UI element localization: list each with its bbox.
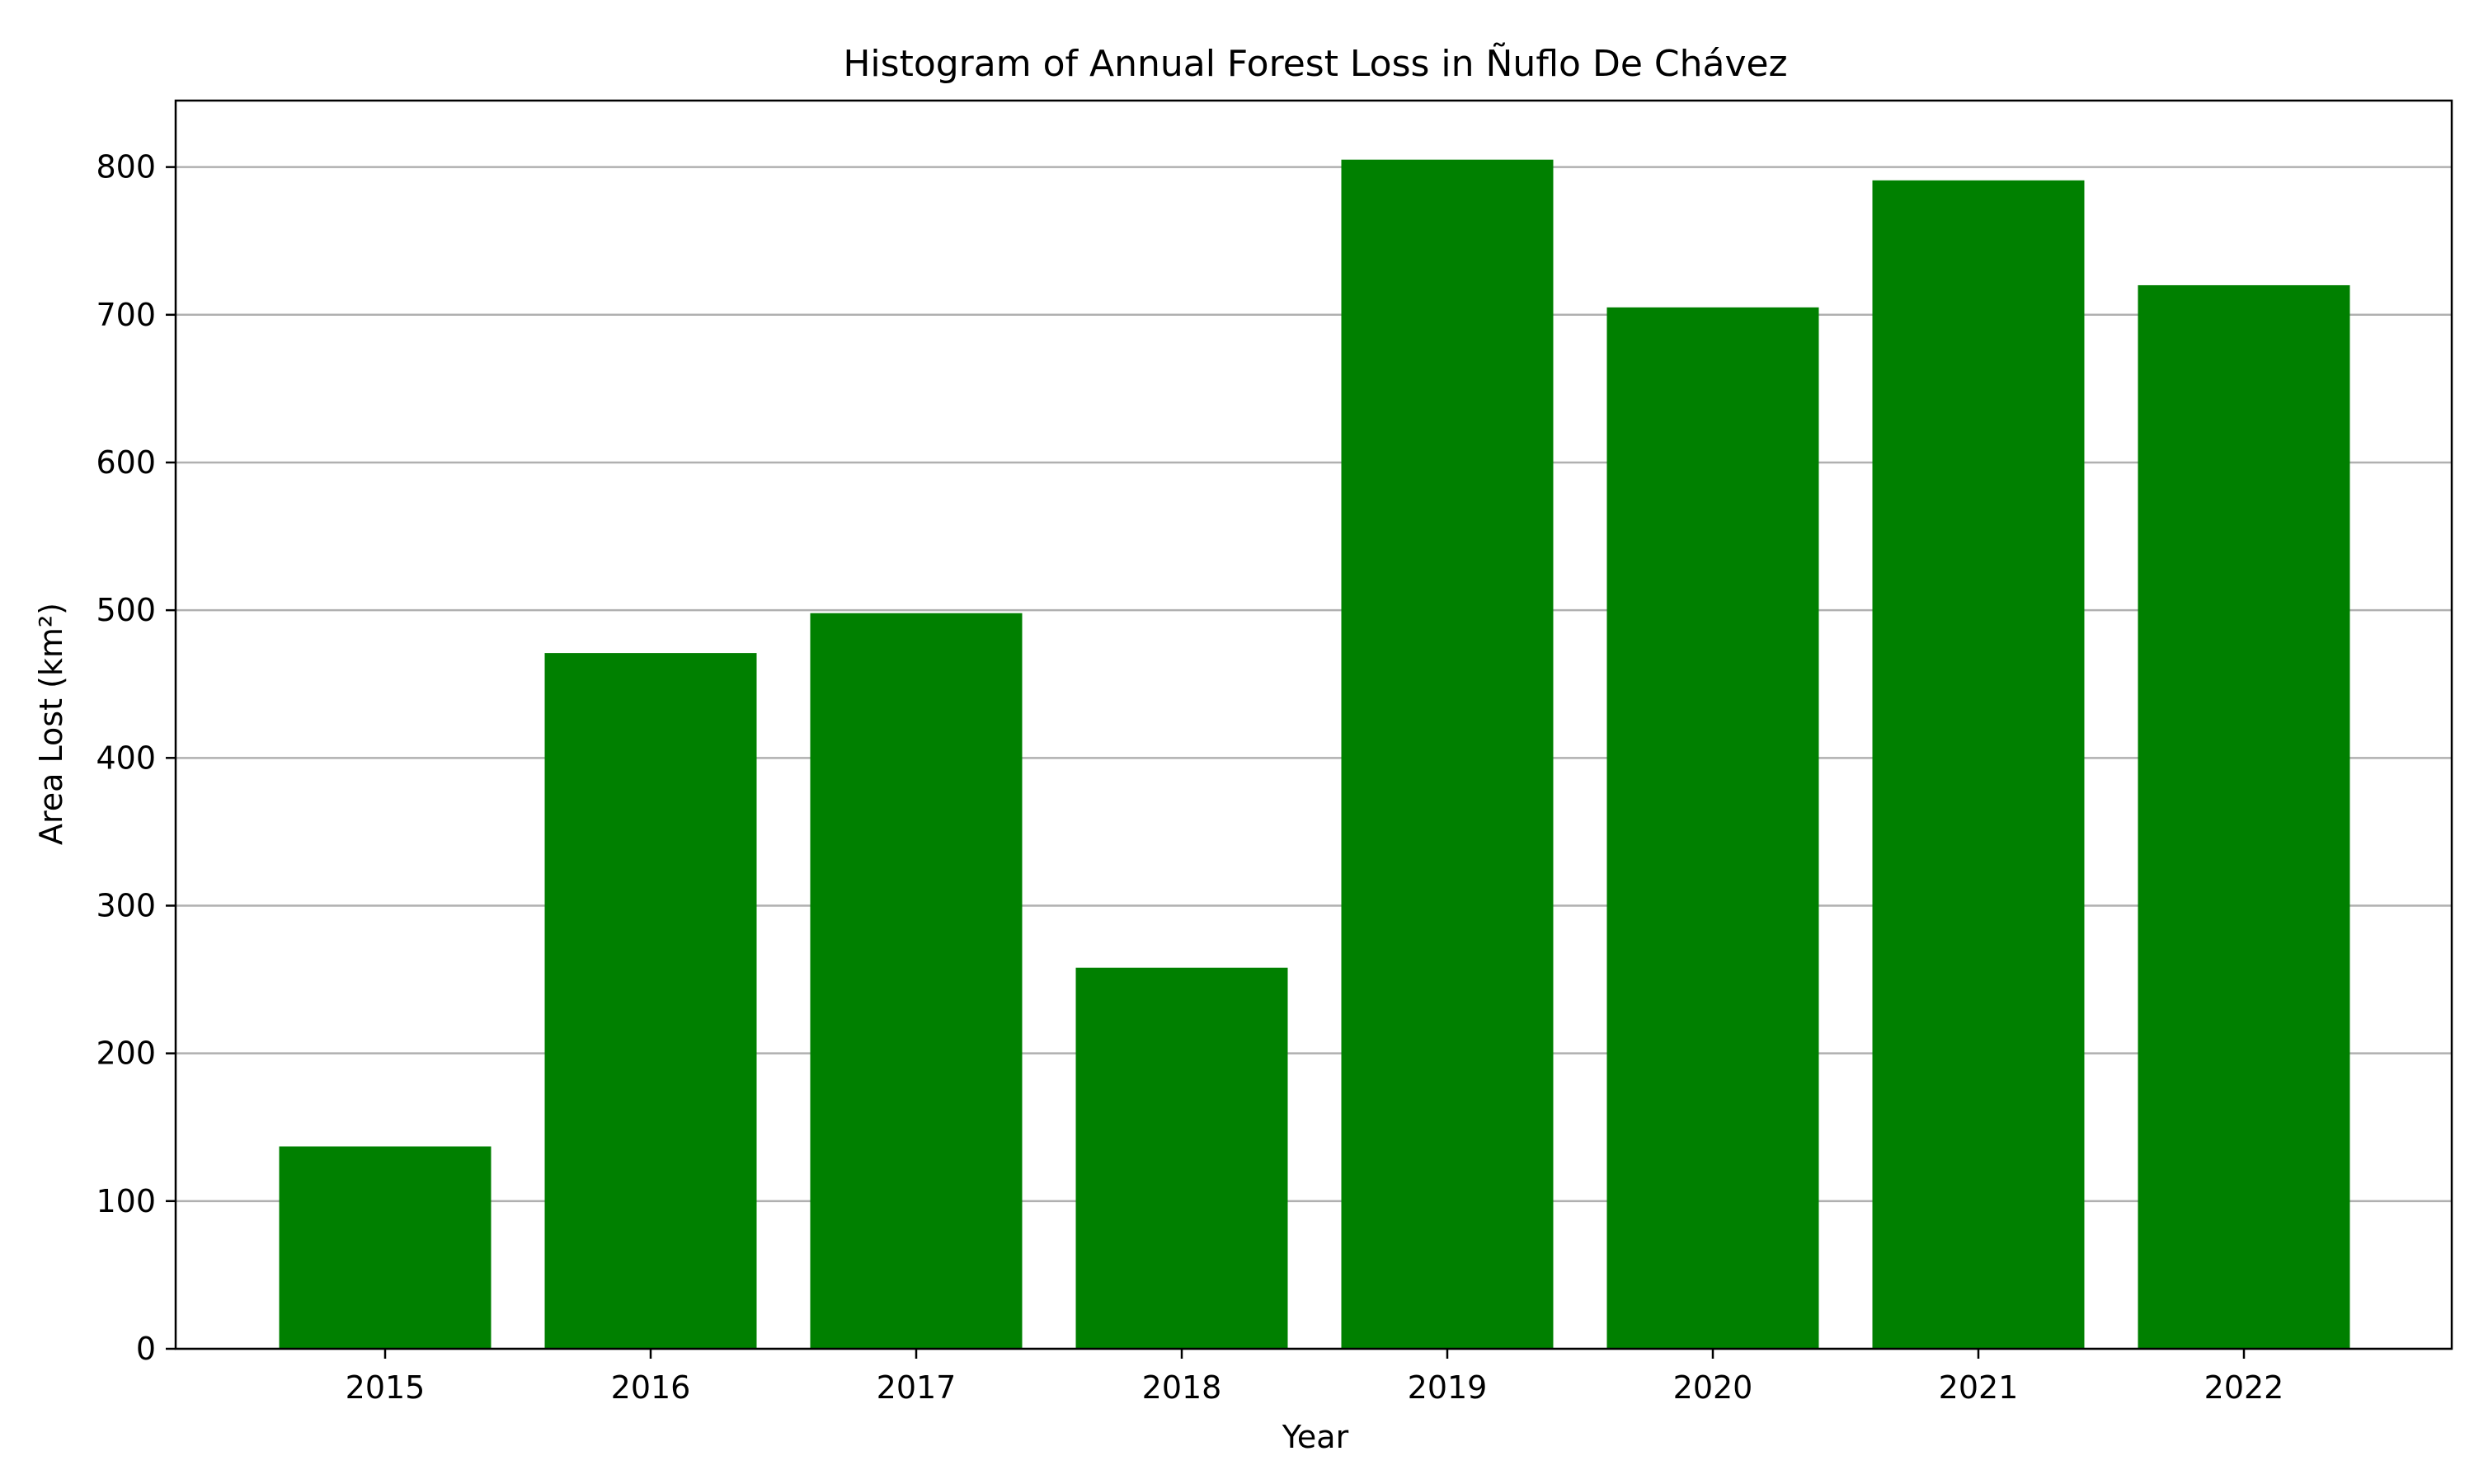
x-tick-label: 2015	[346, 1369, 426, 1406]
y-tick-label: 300	[96, 887, 156, 923]
x-tick-label: 2017	[877, 1369, 957, 1406]
bar-2019	[1341, 159, 1554, 1349]
bar-2015	[279, 1146, 492, 1349]
y-tick-label: 0	[136, 1331, 156, 1367]
y-tick-label: 600	[96, 444, 156, 481]
bar-2022	[2138, 284, 2350, 1350]
x-axis-ticks: 2015 2016 2017 2018 2019 2020 2021 2022	[346, 1349, 2284, 1406]
bar-2021	[1872, 180, 2085, 1349]
bars	[279, 159, 2350, 1350]
x-axis-label: Year	[1282, 1419, 1349, 1455]
y-tick-label: 200	[96, 1036, 156, 1072]
bar-2016	[544, 653, 757, 1349]
plot-frame	[174, 99, 2453, 1350]
y-tick-label: 700	[96, 297, 156, 333]
y-axis-ticks: 0 100 200 300 400 500 600 700 800	[96, 149, 176, 1367]
x-tick-label: 2022	[2204, 1369, 2284, 1406]
x-tick-label: 2019	[1408, 1369, 1488, 1406]
x-tick-label: 2020	[1673, 1369, 1753, 1406]
bar-2018	[1075, 967, 1288, 1349]
y-axis-label: Area Lost (km²)	[33, 603, 69, 845]
x-tick-label: 2018	[1142, 1369, 1222, 1406]
x-tick-label: 2021	[1939, 1369, 2019, 1406]
x-tick-label: 2016	[611, 1369, 691, 1406]
bar-2020	[1606, 307, 1819, 1350]
y-tick-label: 400	[96, 740, 156, 776]
bar-2017	[810, 613, 1023, 1349]
y-tick-label: 500	[96, 592, 156, 628]
y-tick-label: 800	[96, 149, 156, 186]
chart-title: Histogram of Annual Forest Loss in Ñuflo…	[843, 42, 1787, 85]
y-tick-label: 100	[96, 1183, 156, 1219]
